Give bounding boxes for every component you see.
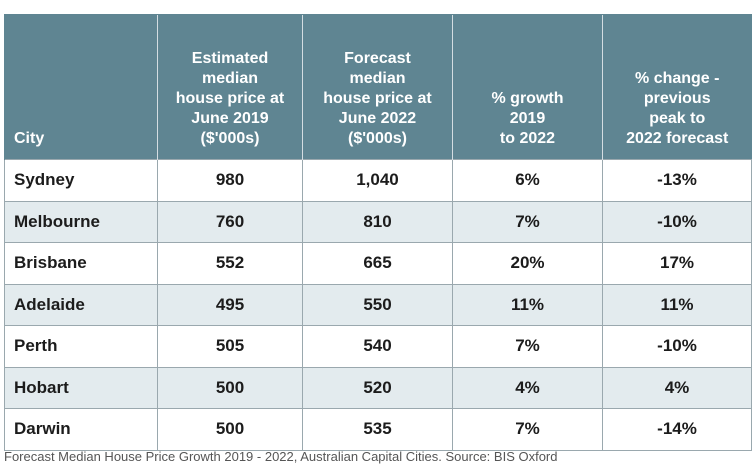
estimated-price-cell: 760 xyxy=(157,200,303,243)
table-header: City Estimated median house price at June 20… xyxy=(4,14,752,160)
house-price-table-container: City Estimated median house price at June 20… xyxy=(4,14,752,451)
growth-cell: 20% xyxy=(452,242,603,284)
header-line: ($'000s) xyxy=(200,130,260,147)
city-cell: Adelaide xyxy=(4,283,158,326)
change-from-peak-cell: -10% xyxy=(602,325,752,367)
change-from-peak-cell: 4% xyxy=(602,366,752,409)
table-row: Sydney 980 1,040 6% -13% xyxy=(4,159,752,201)
header-line: peak to xyxy=(649,110,706,127)
header-line: Forecast xyxy=(344,50,411,67)
header-line: June 2019 xyxy=(191,110,269,127)
header-line: median xyxy=(349,70,406,87)
header-line: % growth xyxy=(491,90,564,107)
change-from-peak-cell: -13% xyxy=(602,159,752,201)
table-row: Hobart 500 520 4% 4% xyxy=(4,366,752,409)
header-line: median xyxy=(201,70,258,87)
forecast-price-cell: 520 xyxy=(302,366,453,409)
header-line: % change - xyxy=(635,70,720,87)
house-price-table: City Estimated median house price at June 20… xyxy=(4,14,752,451)
header-growth-2019-2022: % growth 2019 to 2022 xyxy=(452,14,603,160)
header-line: June 2022 xyxy=(338,110,417,127)
table-row: Darwin 500 535 7% -14% xyxy=(4,408,752,451)
city-cell: Perth xyxy=(4,325,158,367)
city-cell: Hobart xyxy=(4,366,158,409)
forecast-price-cell: 540 xyxy=(302,325,453,367)
city-cell: Darwin xyxy=(4,408,158,451)
growth-cell: 4% xyxy=(452,366,603,409)
estimated-price-cell: 505 xyxy=(157,325,303,367)
header-line: 2022 forecast xyxy=(626,130,729,147)
forecast-price-cell: 810 xyxy=(302,200,453,243)
growth-cell: 11% xyxy=(452,283,603,326)
header-line: previous xyxy=(643,90,711,107)
city-cell: Sydney xyxy=(4,159,158,201)
header-city: City xyxy=(4,14,158,160)
estimated-price-cell: 980 xyxy=(157,159,303,201)
growth-cell: 7% xyxy=(452,325,603,367)
header-line: to 2022 xyxy=(499,130,556,147)
header-line: City xyxy=(14,130,45,147)
table-body: Sydney 980 1,040 6% -13% Melbourne 760 810 7% -10… xyxy=(4,159,752,451)
estimated-price-cell: 552 xyxy=(157,242,303,284)
table-row: Perth 505 540 7% -10% xyxy=(4,325,752,367)
change-from-peak-cell: -10% xyxy=(602,200,752,243)
estimated-price-cell: 495 xyxy=(157,283,303,326)
table-row: Brisbane 552 665 20% 17% xyxy=(4,242,752,284)
header-line: ($'000s) xyxy=(348,130,407,147)
header-line: 2019 xyxy=(509,110,546,127)
growth-cell: 7% xyxy=(452,408,603,451)
growth-cell: 6% xyxy=(452,159,603,201)
header-line: Estimated xyxy=(191,50,269,67)
header-change-previous-peak: % change - previous peak to 2022 forecast xyxy=(602,14,752,160)
change-from-peak-cell: 11% xyxy=(602,283,752,326)
forecast-price-cell: 550 xyxy=(302,283,453,326)
forecast-price-cell: 665 xyxy=(302,242,453,284)
header-forecast-price-2022: Forecast median house price at June 2022 ($'… xyxy=(302,14,453,160)
table-caption: Forecast Median House Price Growth 2019 … xyxy=(4,449,558,464)
change-from-peak-cell: -14% xyxy=(602,408,752,451)
estimated-price-cell: 500 xyxy=(157,408,303,451)
forecast-price-cell: 535 xyxy=(302,408,453,451)
header-line: house price at xyxy=(175,90,285,107)
header-row: City Estimated median house price at June 20… xyxy=(4,14,752,160)
header-estimated-price-2019: Estimated median house price at June 2019 ($… xyxy=(157,14,303,160)
table-row: Adelaide 495 550 11% 11% xyxy=(4,283,752,326)
estimated-price-cell: 500 xyxy=(157,366,303,409)
city-cell: Melbourne xyxy=(4,200,158,243)
table-row: Melbourne 760 810 7% -10% xyxy=(4,200,752,243)
growth-cell: 7% xyxy=(452,200,603,243)
city-cell: Brisbane xyxy=(4,242,158,284)
forecast-price-cell: 1,040 xyxy=(302,159,453,201)
change-from-peak-cell: 17% xyxy=(602,242,752,284)
header-line: house price at xyxy=(323,90,432,107)
